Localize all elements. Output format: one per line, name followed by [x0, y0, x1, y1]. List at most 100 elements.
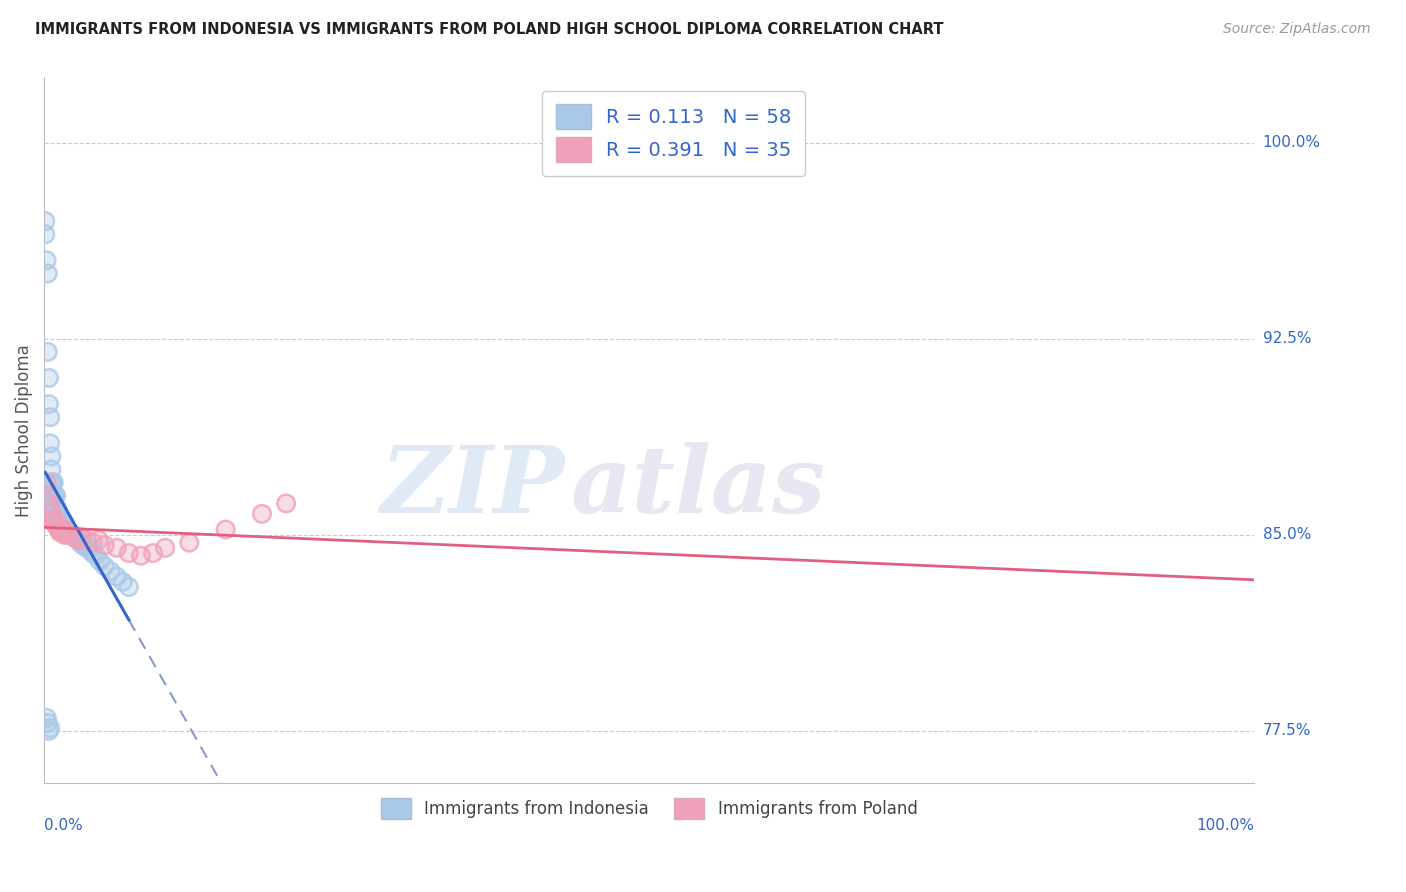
Point	[45, 507, 67, 521]
Point	[39, 721, 62, 735]
Point	[72, 538, 94, 552]
Point	[56, 523, 79, 537]
Point	[65, 530, 87, 544]
Point	[39, 501, 62, 516]
Point	[37, 489, 59, 503]
Point	[44, 489, 66, 503]
Point	[39, 410, 62, 425]
Point	[142, 546, 165, 560]
Point	[41, 512, 63, 526]
Point	[250, 507, 273, 521]
Point	[37, 267, 59, 281]
Point	[153, 541, 176, 555]
Point	[42, 515, 65, 529]
Text: Source: ZipAtlas.com: Source: ZipAtlas.com	[1223, 22, 1371, 37]
Point	[100, 565, 122, 579]
Point	[53, 525, 76, 540]
Text: 85.0%: 85.0%	[1263, 527, 1310, 542]
Point	[35, 475, 58, 490]
Point	[250, 507, 273, 521]
Point	[93, 538, 115, 552]
Point	[49, 523, 72, 537]
Point	[118, 580, 141, 594]
Point	[59, 528, 82, 542]
Point	[44, 501, 66, 516]
Point	[49, 515, 72, 529]
Point	[45, 501, 67, 516]
Point	[65, 530, 87, 544]
Point	[41, 507, 63, 521]
Point	[39, 501, 62, 516]
Point	[93, 538, 115, 552]
Point	[52, 520, 75, 534]
Point	[82, 546, 104, 560]
Point	[84, 549, 107, 563]
Point	[69, 530, 91, 544]
Point	[69, 535, 91, 549]
Point	[111, 574, 134, 589]
Point	[55, 528, 77, 542]
Point	[51, 525, 73, 540]
Point	[44, 501, 66, 516]
Point	[129, 549, 152, 563]
Point	[58, 525, 80, 540]
Point	[42, 515, 65, 529]
Point	[41, 475, 63, 490]
Point	[82, 546, 104, 560]
Point	[46, 501, 69, 516]
Point	[55, 528, 77, 542]
Point	[100, 565, 122, 579]
Point	[93, 559, 115, 574]
Point	[59, 528, 82, 542]
Point	[39, 436, 62, 450]
Point	[118, 580, 141, 594]
Point	[46, 512, 69, 526]
Point	[44, 517, 66, 532]
Point	[63, 530, 86, 544]
Point	[39, 721, 62, 735]
Point	[48, 523, 70, 537]
Point	[38, 371, 60, 385]
Point	[89, 554, 111, 568]
Point	[72, 538, 94, 552]
Point	[56, 523, 79, 537]
Point	[39, 436, 62, 450]
Point	[34, 227, 56, 242]
Point	[59, 528, 82, 542]
Point	[82, 535, 104, 549]
Point	[42, 501, 65, 516]
Point	[48, 507, 70, 521]
Point	[45, 515, 67, 529]
Point	[42, 501, 65, 516]
Point	[59, 528, 82, 542]
Point	[49, 525, 72, 540]
Point	[76, 533, 98, 547]
Point	[66, 533, 89, 547]
Point	[41, 462, 63, 476]
Point	[35, 711, 58, 725]
Point	[79, 541, 101, 555]
Point	[38, 397, 60, 411]
Point	[118, 546, 141, 560]
Point	[39, 410, 62, 425]
Point	[41, 450, 63, 464]
Point	[93, 559, 115, 574]
Text: 100.0%: 100.0%	[1197, 818, 1254, 833]
Point	[41, 475, 63, 490]
Point	[37, 344, 59, 359]
Point	[45, 515, 67, 529]
Point	[42, 475, 65, 490]
Point	[41, 475, 63, 490]
Text: 0.0%: 0.0%	[44, 818, 83, 833]
Point	[48, 507, 70, 521]
Point	[42, 489, 65, 503]
Point	[38, 723, 60, 738]
Point	[42, 489, 65, 503]
Point	[42, 475, 65, 490]
Point	[41, 475, 63, 490]
Point	[214, 523, 236, 537]
Point	[45, 507, 67, 521]
Point	[58, 525, 80, 540]
Point	[58, 525, 80, 540]
Point	[53, 528, 76, 542]
